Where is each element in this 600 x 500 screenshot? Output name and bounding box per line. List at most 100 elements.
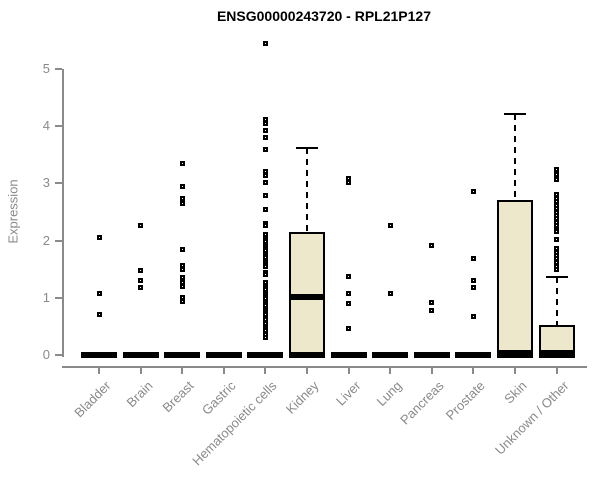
outlier-point xyxy=(262,127,268,133)
outlier-point xyxy=(96,312,102,318)
y-axis-title: Expression xyxy=(5,179,21,244)
outlier-point xyxy=(96,234,102,240)
zero-median-bar xyxy=(81,352,117,358)
whisker-cap xyxy=(545,275,568,278)
outlier-point xyxy=(554,172,560,178)
y-axis-line xyxy=(62,69,64,357)
outlier-point xyxy=(262,321,268,327)
outlier-point xyxy=(346,290,352,296)
median-line xyxy=(289,293,325,300)
outlier-point xyxy=(179,284,185,290)
outlier-point xyxy=(554,236,560,242)
outlier-point xyxy=(262,146,268,152)
outlier-point xyxy=(429,307,435,313)
x-tick xyxy=(98,368,100,374)
outlier-point xyxy=(554,228,560,234)
outlier-point xyxy=(470,314,476,320)
y-tick-label: 3 xyxy=(42,175,50,191)
x-axis-line xyxy=(62,366,587,368)
y-tick-label: 4 xyxy=(42,118,50,134)
outlier-point xyxy=(138,278,144,284)
whisker xyxy=(306,147,308,232)
outlier-point xyxy=(387,222,393,228)
outlier-point xyxy=(179,161,185,167)
outlier-point xyxy=(179,183,185,189)
zero-median-bar xyxy=(289,352,325,358)
outlier-point xyxy=(179,196,185,202)
zero-median-bar xyxy=(538,352,575,358)
y-tick-label: 0 xyxy=(42,347,50,362)
outlier-point xyxy=(346,325,352,331)
outlier-point xyxy=(470,189,476,195)
outlier-point xyxy=(470,285,476,290)
x-tick xyxy=(181,368,184,374)
zero-median-bar xyxy=(122,352,159,358)
x-tick xyxy=(514,368,516,374)
outlier-point xyxy=(262,179,268,185)
whisker-cap xyxy=(504,112,526,115)
box xyxy=(497,199,533,355)
zero-median-bar xyxy=(413,352,450,358)
x-tick xyxy=(222,368,225,374)
outlier-point xyxy=(179,299,185,305)
outlier-point xyxy=(179,200,185,206)
y-tick xyxy=(55,68,62,70)
outlier-point xyxy=(96,290,102,296)
x-tick xyxy=(472,368,475,374)
outlier-point xyxy=(262,335,268,341)
outlier-point xyxy=(262,134,268,140)
outlier-point xyxy=(179,275,185,281)
whisker xyxy=(555,276,558,325)
y-tick xyxy=(55,182,62,185)
x-tick xyxy=(139,368,142,374)
outlier-point xyxy=(262,40,268,46)
whisker-cap xyxy=(296,146,318,149)
zero-median-bar xyxy=(455,352,492,358)
outlier-point xyxy=(346,301,352,307)
x-tick xyxy=(389,368,392,374)
y-tick xyxy=(55,296,62,299)
y-tick xyxy=(55,354,62,356)
outlier-point xyxy=(470,255,476,261)
outlier-point xyxy=(138,222,144,228)
zero-median-bar xyxy=(164,352,201,358)
outlier-point xyxy=(262,192,268,198)
x-tick xyxy=(555,368,558,374)
zero-median-bar xyxy=(372,352,409,358)
y-tick xyxy=(55,239,62,242)
outlier-point xyxy=(138,267,144,273)
zero-median-bar xyxy=(247,352,284,358)
outlier-point xyxy=(346,179,352,185)
outlier-point xyxy=(262,120,268,126)
y-tick xyxy=(55,125,62,128)
x-tick xyxy=(347,368,350,374)
outlier-point xyxy=(262,206,268,212)
outlier-point xyxy=(470,278,476,284)
outlier-point xyxy=(429,242,435,248)
whisker xyxy=(514,113,516,200)
x-tick xyxy=(264,368,267,374)
outlier-point xyxy=(554,267,560,273)
outlier-point xyxy=(262,173,268,179)
outlier-point xyxy=(387,290,393,296)
zero-median-bar xyxy=(330,352,367,358)
outlier-point xyxy=(138,285,144,290)
outlier-point xyxy=(262,222,268,228)
x-tick xyxy=(306,368,308,374)
outlier-point xyxy=(429,299,435,305)
outlier-point xyxy=(262,264,268,270)
y-tick-label: 5 xyxy=(42,61,50,76)
y-tick-label: 2 xyxy=(42,232,50,248)
outlier-point xyxy=(346,273,352,279)
zero-median-bar xyxy=(497,352,533,358)
chart-title: ENSG00000243720 - RPL21P127 xyxy=(216,8,432,24)
outlier-point xyxy=(179,266,185,272)
outlier-point xyxy=(262,272,268,278)
outlier-point xyxy=(179,246,185,252)
outlier-point xyxy=(179,279,185,285)
outlier-point xyxy=(554,177,560,183)
outlier-point xyxy=(554,167,560,173)
zero-median-bar xyxy=(205,352,242,358)
x-tick xyxy=(430,368,433,374)
